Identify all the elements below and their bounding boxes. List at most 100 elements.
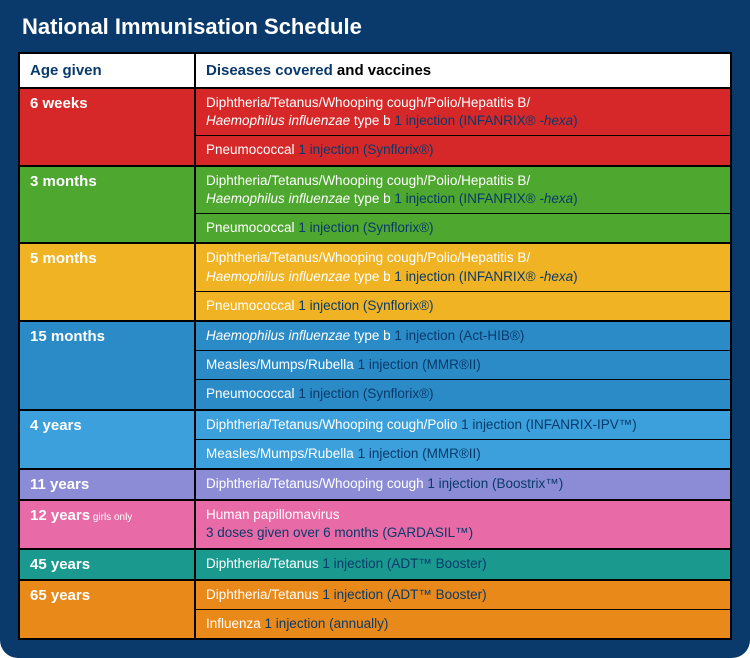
schedule-table: Age given Diseases covered and vaccines …: [20, 54, 730, 638]
age-label: 4 years: [30, 417, 82, 434]
table-row: 6 weeks Diphtheria/Tetanus/Whooping cough…: [20, 88, 730, 166]
age-cell: 15 months: [20, 321, 195, 410]
age-cell: 65 years: [20, 580, 195, 638]
table-row: 11 years Diphtheria/Tetanus/Whooping coug…: [20, 469, 730, 500]
disease-text: Measles/Mumps/Rubella: [206, 357, 358, 372]
content-line: Pneumococcal 1 injection (Synflorix®): [196, 291, 730, 320]
age-cell: 6 weeks: [20, 88, 195, 166]
vaccine-text: ): [573, 191, 578, 206]
disease-text: Measles/Mumps/Rubella: [206, 446, 358, 461]
table-row: 12 years girls only Human papillomavirus 3…: [20, 500, 730, 548]
card-title: National Immunisation Schedule: [0, 0, 750, 52]
disease-text: Diphtheria/Tetanus/Whooping cough/Polio/…: [206, 173, 530, 188]
disease-text: Influenza: [206, 616, 265, 631]
content-line: Measles/Mumps/Rubella 1 injection (MMR®I…: [196, 439, 730, 468]
disease-text: Pneumococcal: [206, 142, 298, 157]
vaccine-text: -hexa: [539, 269, 573, 284]
content-line: Diphtheria/Tetanus/Whooping cough 1 inje…: [196, 470, 730, 498]
header-vaccines-label: and vaccines: [333, 62, 431, 79]
content-line: Influenza 1 injection (annually): [196, 609, 730, 638]
header-diseases-label: Diseases covered: [206, 62, 333, 79]
age-cell: 12 years girls only: [20, 500, 195, 548]
table-row: 4 years Diphtheria/Tetanus/Whooping cough…: [20, 410, 730, 469]
vaccine-text: 1 injection (Act-HIB®): [394, 328, 524, 343]
content-cell: Diphtheria/Tetanus/Whooping cough/Polio …: [195, 410, 730, 469]
age-label: 3 months: [30, 173, 97, 190]
age-cell: 3 months: [20, 166, 195, 244]
content-line: Diphtheria/Tetanus/Whooping cough/Polio/…: [196, 167, 730, 213]
content-cell: Diphtheria/Tetanus/Whooping cough/Polio/…: [195, 243, 730, 321]
vaccine-text: 1 injection (Boostrix™): [427, 476, 563, 491]
content-cell: Diphtheria/Tetanus/Whooping cough/Polio/…: [195, 88, 730, 166]
content-line: Haemophilus influenzae type b 1 injectio…: [196, 322, 730, 350]
disease-text: Haemophilus influenzae: [206, 113, 350, 128]
vaccine-text: ): [573, 269, 578, 284]
content-cell: Diphtheria/Tetanus 1 injection (ADT™ Boo…: [195, 580, 730, 638]
disease-text: Pneumococcal: [206, 298, 298, 313]
age-sub-label: girls only: [90, 512, 132, 523]
vaccine-text: ): [573, 113, 578, 128]
content-cell: Diphtheria/Tetanus/Whooping cough 1 inje…: [195, 469, 730, 500]
table-row: 15 months Haemophilus influenzae type b 1…: [20, 321, 730, 410]
disease-text: type b: [350, 328, 394, 343]
disease-text: Diphtheria/Tetanus: [206, 587, 322, 602]
age-label: 11 years: [30, 476, 89, 493]
age-label: 15 months: [30, 328, 105, 345]
content-cell: Haemophilus influenzae type b 1 injectio…: [195, 321, 730, 410]
disease-text: Haemophilus influenzae: [206, 191, 350, 206]
age-label: 12 years: [30, 507, 90, 524]
content-cell: Human papillomavirus 3 doses given over 6…: [195, 500, 730, 548]
content-line: Diphtheria/Tetanus 1 injection (ADT™ Boo…: [196, 550, 730, 578]
table-row: 3 months Diphtheria/Tetanus/Whooping coug…: [20, 166, 730, 244]
disease-text: Haemophilus influenzae: [206, 269, 350, 284]
vaccine-text: 1 injection (annually): [265, 616, 389, 631]
table-row: 65 years Diphtheria/Tetanus 1 injection (…: [20, 580, 730, 638]
content-line: Pneumococcal 1 injection (Synflorix®): [196, 379, 730, 408]
content-line: Human papillomavirus 3 doses given over 6…: [196, 501, 730, 547]
age-label: 45 years: [30, 556, 90, 573]
age-cell: 45 years: [20, 549, 195, 580]
content-line: Diphtheria/Tetanus/Whooping cough/Polio …: [196, 411, 730, 439]
disease-text: type b: [350, 269, 394, 284]
content-cell: Diphtheria/Tetanus/Whooping cough/Polio/…: [195, 166, 730, 244]
vaccine-text: 1 injection (INFANRIX®: [394, 191, 539, 206]
vaccine-text: -hexa: [539, 113, 573, 128]
content-line: Measles/Mumps/Rubella 1 injection (MMR®I…: [196, 350, 730, 379]
vaccine-text: 1 injection (Synflorix®): [298, 220, 433, 235]
vaccine-text: 1 injection (Synflorix®): [298, 386, 433, 401]
vaccine-text: 1 injection (INFANRIX®: [394, 113, 539, 128]
table-body: 6 weeks Diphtheria/Tetanus/Whooping cough…: [20, 88, 730, 638]
disease-text: Diphtheria/Tetanus/Whooping cough: [206, 476, 427, 491]
vaccine-text: 3 doses given over 6 months (GARDASIL™): [206, 525, 473, 540]
age-cell: 4 years: [20, 410, 195, 469]
schedule-card: National Immunisation Schedule Age given…: [0, 0, 750, 658]
content-line: Diphtheria/Tetanus/Whooping cough/Polio/…: [196, 89, 730, 135]
content-cell: Diphtheria/Tetanus 1 injection (ADT™ Boo…: [195, 549, 730, 580]
disease-text: type b: [350, 191, 394, 206]
header-age: Age given: [20, 54, 195, 88]
content-line: Diphtheria/Tetanus/Whooping cough/Polio/…: [196, 244, 730, 290]
age-label: 5 months: [30, 250, 97, 267]
age-label: 6 weeks: [30, 95, 88, 112]
disease-text: Diphtheria/Tetanus/Whooping cough/Polio: [206, 417, 461, 432]
age-label: 65 years: [30, 587, 90, 604]
vaccine-text: 1 injection (Synflorix®): [298, 142, 433, 157]
vaccine-text: 1 injection (INFANRIX®: [394, 269, 539, 284]
disease-text: Haemophilus influenzae: [206, 328, 350, 343]
table-wrapper: Age given Diseases covered and vaccines …: [18, 52, 732, 640]
vaccine-text: 1 injection (INFANRIX-IPV™): [461, 417, 637, 432]
content-line: Pneumococcal 1 injection (Synflorix®): [196, 135, 730, 164]
vaccine-text: 1 injection (ADT™ Booster): [322, 556, 486, 571]
vaccine-text: 1 injection (ADT™ Booster): [322, 587, 486, 602]
disease-text: Diphtheria/Tetanus/Whooping cough/Polio/…: [206, 95, 530, 110]
table-row: 5 months Diphtheria/Tetanus/Whooping coug…: [20, 243, 730, 321]
content-line: Pneumococcal 1 injection (Synflorix®): [196, 213, 730, 242]
vaccine-text: -hexa: [539, 191, 573, 206]
disease-text: Pneumococcal: [206, 220, 298, 235]
vaccine-text: 1 injection (MMR®II): [358, 446, 481, 461]
age-cell: 5 months: [20, 243, 195, 321]
vaccine-text: 1 injection (Synflorix®): [298, 298, 433, 313]
disease-text: Human papillomavirus: [206, 507, 340, 522]
content-line: Diphtheria/Tetanus 1 injection (ADT™ Boo…: [196, 581, 730, 609]
table-row: 45 years Diphtheria/Tetanus 1 injection (…: [20, 549, 730, 580]
